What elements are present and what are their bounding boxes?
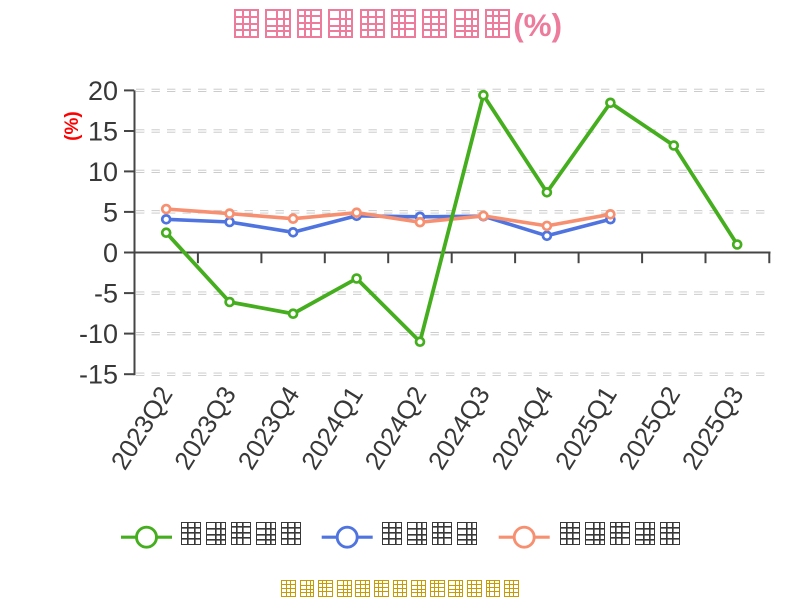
svg-text:2024Q1: 2024Q1 xyxy=(297,382,369,475)
svg-text:2025Q3: 2025Q3 xyxy=(677,382,749,475)
svg-text:2023Q4: 2023Q4 xyxy=(233,382,305,475)
svg-text:20: 20 xyxy=(88,76,118,106)
svg-text:2023Q3: 2023Q3 xyxy=(170,382,242,475)
svg-text:15: 15 xyxy=(88,117,118,147)
svg-text:2024Q4: 2024Q4 xyxy=(487,382,559,475)
svg-text:5: 5 xyxy=(103,197,118,227)
svg-text:-5: -5 xyxy=(94,279,118,309)
svg-text:2023Q2: 2023Q2 xyxy=(106,382,178,475)
svg-text:2025Q2: 2025Q2 xyxy=(614,382,686,475)
svg-text:0: 0 xyxy=(103,238,118,268)
svg-text:2025Q1: 2025Q1 xyxy=(550,382,622,475)
svg-text:-10: -10 xyxy=(79,319,118,349)
svg-text:2024Q2: 2024Q2 xyxy=(360,382,432,475)
svg-text:(%): (%) xyxy=(62,111,83,141)
svg-text:10: 10 xyxy=(88,157,118,187)
svg-text:2024Q3: 2024Q3 xyxy=(423,382,495,475)
svg-text:-15: -15 xyxy=(79,360,118,390)
